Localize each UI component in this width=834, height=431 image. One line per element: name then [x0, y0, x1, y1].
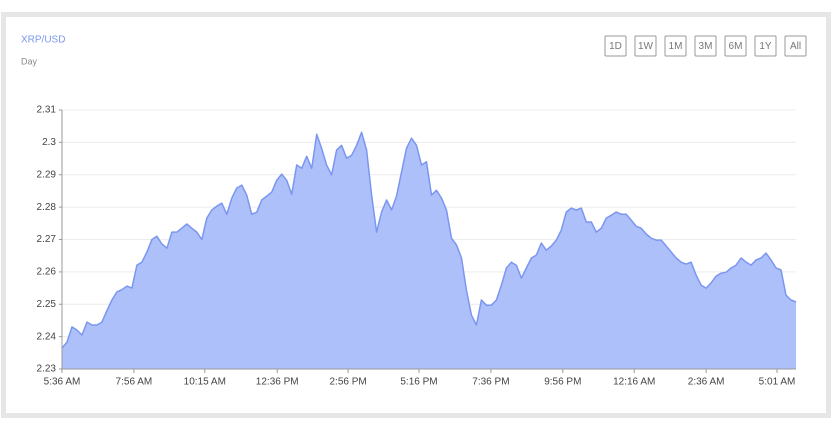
range-button-label[interactable]: 6M: [729, 41, 743, 52]
chart-title: XRP/USD: [21, 35, 65, 46]
y-tick-label: 2.25: [37, 299, 57, 310]
range-button-label[interactable]: 1Y: [759, 41, 772, 52]
x-tick-label: 2:56 PM: [329, 377, 366, 388]
range-button-label[interactable]: 3M: [699, 41, 713, 52]
y-tick-label: 2.28: [37, 202, 57, 213]
range-button[interactable]: [634, 35, 657, 57]
y-tick-label: 2.23: [37, 364, 57, 375]
y-tick-label: 2.26: [37, 267, 57, 278]
x-tick-label: 7:56 AM: [116, 377, 153, 388]
range-button[interactable]: [664, 35, 687, 57]
range-button-label[interactable]: 1M: [669, 41, 683, 52]
x-tick-label: 10:15 AM: [184, 377, 226, 388]
x-tick-label: 7:36 PM: [472, 377, 509, 388]
x-tick-label: 12:16 AM: [613, 377, 655, 388]
x-tick-label: 5:01 AM: [759, 377, 796, 388]
area-line: [61, 131, 797, 349]
x-tick-label: 9:56 PM: [544, 377, 581, 388]
y-tick-label: 2.31: [37, 105, 57, 116]
range-button-label[interactable]: 1D: [609, 41, 622, 52]
range-button-label[interactable]: 1W: [638, 41, 654, 52]
y-tick-label: 2.24: [37, 331, 57, 342]
range-button[interactable]: [754, 35, 777, 57]
y-tick-label: 2.27: [37, 234, 57, 245]
x-tick-label: 2:36 AM: [688, 377, 725, 388]
area-fill: [62, 132, 796, 369]
range-button[interactable]: [784, 35, 807, 57]
y-tick-label: 2.3: [42, 137, 56, 148]
chart-subtitle: Day: [21, 56, 38, 66]
range-button[interactable]: [724, 35, 747, 57]
y-tick-label: 2.29: [37, 169, 57, 180]
range-button[interactable]: [604, 35, 627, 57]
range-button-label[interactable]: All: [790, 41, 801, 52]
x-tick-label: 5:36 AM: [44, 377, 81, 388]
x-tick-label: 5:16 PM: [400, 377, 437, 388]
x-tick-label: 12:36 PM: [256, 377, 299, 388]
range-button[interactable]: [694, 35, 717, 57]
